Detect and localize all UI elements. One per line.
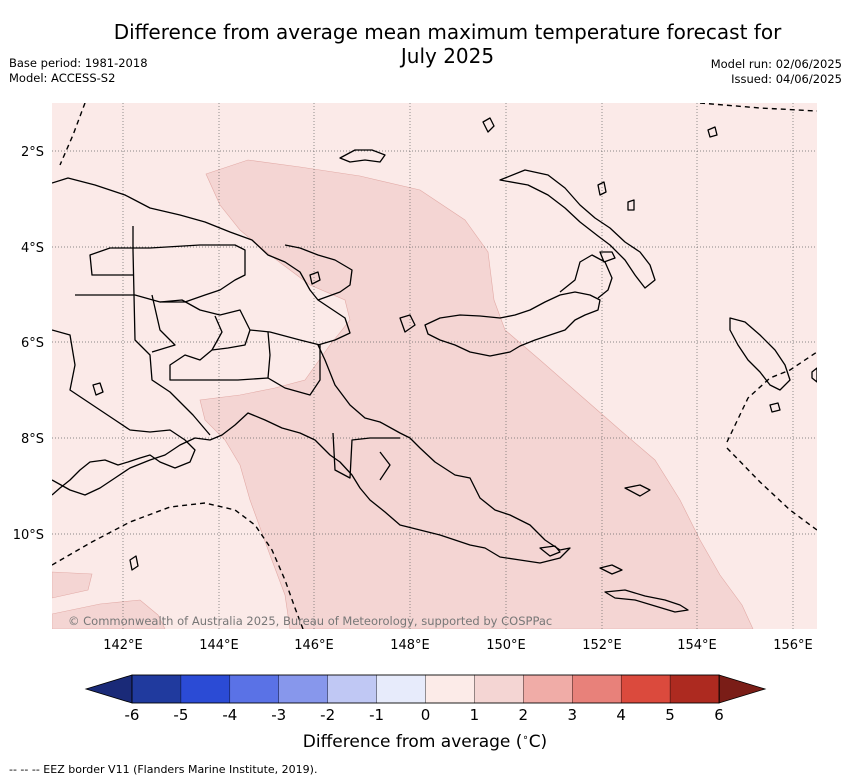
eez-footnote: -- -- -- EEZ border V11 (Flanders Marine…: [9, 763, 318, 776]
colorbar-under-arrow: [84, 674, 133, 704]
colorbar-segment: [327, 674, 378, 704]
lon-label-146e: 146°E: [294, 638, 334, 653]
colorbar-tick-label: 1: [470, 706, 480, 724]
colorbar-segment: [131, 674, 182, 704]
colorbar-segment: [229, 674, 280, 704]
longitude-labels: 142°E 144°E 146°E 148°E 150°E 152°E 154°…: [103, 638, 813, 653]
colorbar-segment: [180, 674, 231, 704]
colorbar-tick-label: 6: [714, 706, 724, 724]
lon-label-148e: 148°E: [390, 638, 430, 653]
lat-label-2s: 2°S: [21, 145, 44, 160]
coastlines: [52, 117, 817, 613]
chart-title: Difference from average mean maximum tem…: [85, 20, 810, 68]
colorbar-segment: [572, 674, 622, 704]
colorbar-tick-label: -5: [173, 706, 188, 724]
model-name: Model: ACCESS-S2: [9, 71, 116, 85]
anomaly-region-south: [52, 599, 166, 629]
meta-left: Base period: 1981-2018 Model: ACCESS-S2: [9, 56, 148, 86]
title-line-2: July 2025: [400, 44, 495, 68]
model-run: Model run: 02/06/2025: [710, 57, 842, 71]
colorbar-tick-label: -1: [369, 706, 384, 724]
lon-label-150e: 150°E: [486, 638, 526, 653]
colorbar-segment: [474, 674, 525, 704]
lon-label-142e: 142°E: [103, 638, 143, 653]
colorbar: -6 -5 -4 -3 -2 -1 0 1 2 3 4 5 6: [84, 674, 767, 724]
colorbar-segment: [425, 674, 476, 704]
anomaly-region-sw: [52, 571, 93, 599]
colorbar-title: Difference from average (∘C): [302, 732, 548, 752]
colorbar-segment: [620, 674, 671, 704]
title-line-1: Difference from average mean maximum tem…: [113, 20, 782, 44]
copyright-text: © Commonwealth of Australia 2025, Bureau…: [68, 614, 552, 628]
anomaly-region-1-2: [199, 159, 754, 629]
colorbar-tick-label: 0: [421, 706, 431, 724]
eez-borders: [52, 103, 817, 629]
base-period: Base period: 1981-2018: [9, 56, 148, 70]
lat-label-10s: 10°S: [13, 528, 44, 543]
colorbar-segment: [278, 674, 329, 704]
colorbar-segment: [523, 674, 573, 704]
latitude-labels: 2°S 4°S 6°S 8°S 10°S: [13, 145, 44, 543]
colorbar-tick-label: 3: [567, 706, 577, 724]
colorbar-tick-label: 2: [519, 706, 529, 724]
colorbar-tick-label: 5: [665, 706, 675, 724]
gridlines: [52, 103, 817, 629]
colorbar-over-arrow: [718, 674, 767, 704]
colorbar-tick-label: -2: [320, 706, 335, 724]
colorbar-outline: [131, 674, 720, 704]
colorbar-tick-label: -3: [271, 706, 286, 724]
colorbar-tick-label: -6: [125, 706, 140, 724]
meta-right: Model run: 02/06/2025 Issued: 04/06/2025: [711, 57, 842, 87]
issued-date: Issued: 04/06/2025: [731, 72, 842, 86]
lat-label-4s: 4°S: [21, 241, 44, 256]
lat-label-8s: 8°S: [21, 432, 44, 447]
lon-label-156e: 156°E: [773, 638, 813, 653]
colorbar-tick-label: 4: [616, 706, 626, 724]
colorbar-tick-label: -4: [222, 706, 237, 724]
lon-label-154e: 154°E: [677, 638, 717, 653]
lat-label-6s: 6°S: [21, 336, 44, 351]
colorbar-segment: [669, 674, 720, 704]
lon-label-152e: 152°E: [582, 638, 622, 653]
colorbar-segment: [376, 674, 427, 704]
lon-label-144e: 144°E: [199, 638, 239, 653]
